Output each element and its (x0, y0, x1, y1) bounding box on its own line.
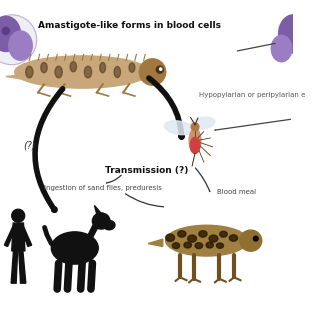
Ellipse shape (41, 62, 47, 73)
Ellipse shape (166, 234, 174, 241)
Ellipse shape (166, 225, 248, 256)
Ellipse shape (216, 243, 223, 248)
FancyArrowPatch shape (107, 175, 121, 183)
Ellipse shape (220, 231, 227, 237)
Ellipse shape (195, 243, 203, 249)
Circle shape (156, 66, 163, 73)
Ellipse shape (114, 67, 121, 77)
Circle shape (12, 209, 25, 222)
Ellipse shape (100, 62, 106, 73)
Polygon shape (19, 251, 26, 283)
Text: Blood meal: Blood meal (217, 189, 256, 195)
Ellipse shape (206, 242, 213, 248)
Circle shape (191, 123, 199, 131)
Polygon shape (4, 225, 15, 246)
Ellipse shape (190, 117, 215, 130)
Text: Amastigote-like forms in blood cells: Amastigote-like forms in blood cells (38, 21, 221, 30)
Polygon shape (6, 75, 23, 79)
FancyArrowPatch shape (149, 78, 182, 137)
Ellipse shape (209, 235, 218, 242)
Text: Hypopylarian or peripylarian e: Hypopylarian or peripylarian e (199, 92, 306, 99)
Ellipse shape (70, 62, 76, 72)
Ellipse shape (164, 121, 193, 135)
Ellipse shape (172, 243, 180, 249)
Ellipse shape (129, 63, 135, 72)
Ellipse shape (0, 16, 20, 52)
Ellipse shape (279, 15, 308, 53)
Ellipse shape (26, 66, 33, 78)
FancyArrowPatch shape (125, 194, 163, 207)
Ellipse shape (55, 66, 62, 78)
Ellipse shape (9, 31, 32, 60)
Ellipse shape (199, 231, 207, 237)
Polygon shape (11, 251, 18, 283)
Polygon shape (87, 225, 99, 238)
Ellipse shape (189, 128, 201, 153)
FancyArrowPatch shape (196, 168, 210, 192)
Ellipse shape (188, 235, 196, 242)
Polygon shape (21, 225, 32, 246)
Ellipse shape (92, 213, 110, 229)
Ellipse shape (240, 230, 262, 251)
Text: (?): (?) (23, 140, 36, 150)
Circle shape (160, 68, 162, 70)
Circle shape (253, 236, 258, 241)
Text: Ingestion of sand flies, preduresis: Ingestion of sand flies, preduresis (44, 185, 162, 191)
Polygon shape (94, 205, 101, 214)
Ellipse shape (51, 232, 98, 264)
Ellipse shape (184, 242, 191, 248)
Ellipse shape (271, 35, 292, 62)
Circle shape (0, 15, 37, 65)
Ellipse shape (229, 235, 237, 241)
FancyArrowPatch shape (237, 44, 275, 51)
Ellipse shape (15, 56, 149, 88)
FancyArrowPatch shape (215, 119, 291, 130)
Ellipse shape (139, 59, 166, 85)
Ellipse shape (84, 66, 92, 78)
FancyArrowPatch shape (35, 89, 63, 210)
Polygon shape (148, 239, 163, 246)
Ellipse shape (178, 231, 186, 237)
Circle shape (2, 28, 9, 35)
Ellipse shape (103, 220, 115, 230)
Text: Transmission (?): Transmission (?) (105, 166, 188, 175)
Polygon shape (12, 223, 25, 251)
Ellipse shape (190, 137, 200, 153)
